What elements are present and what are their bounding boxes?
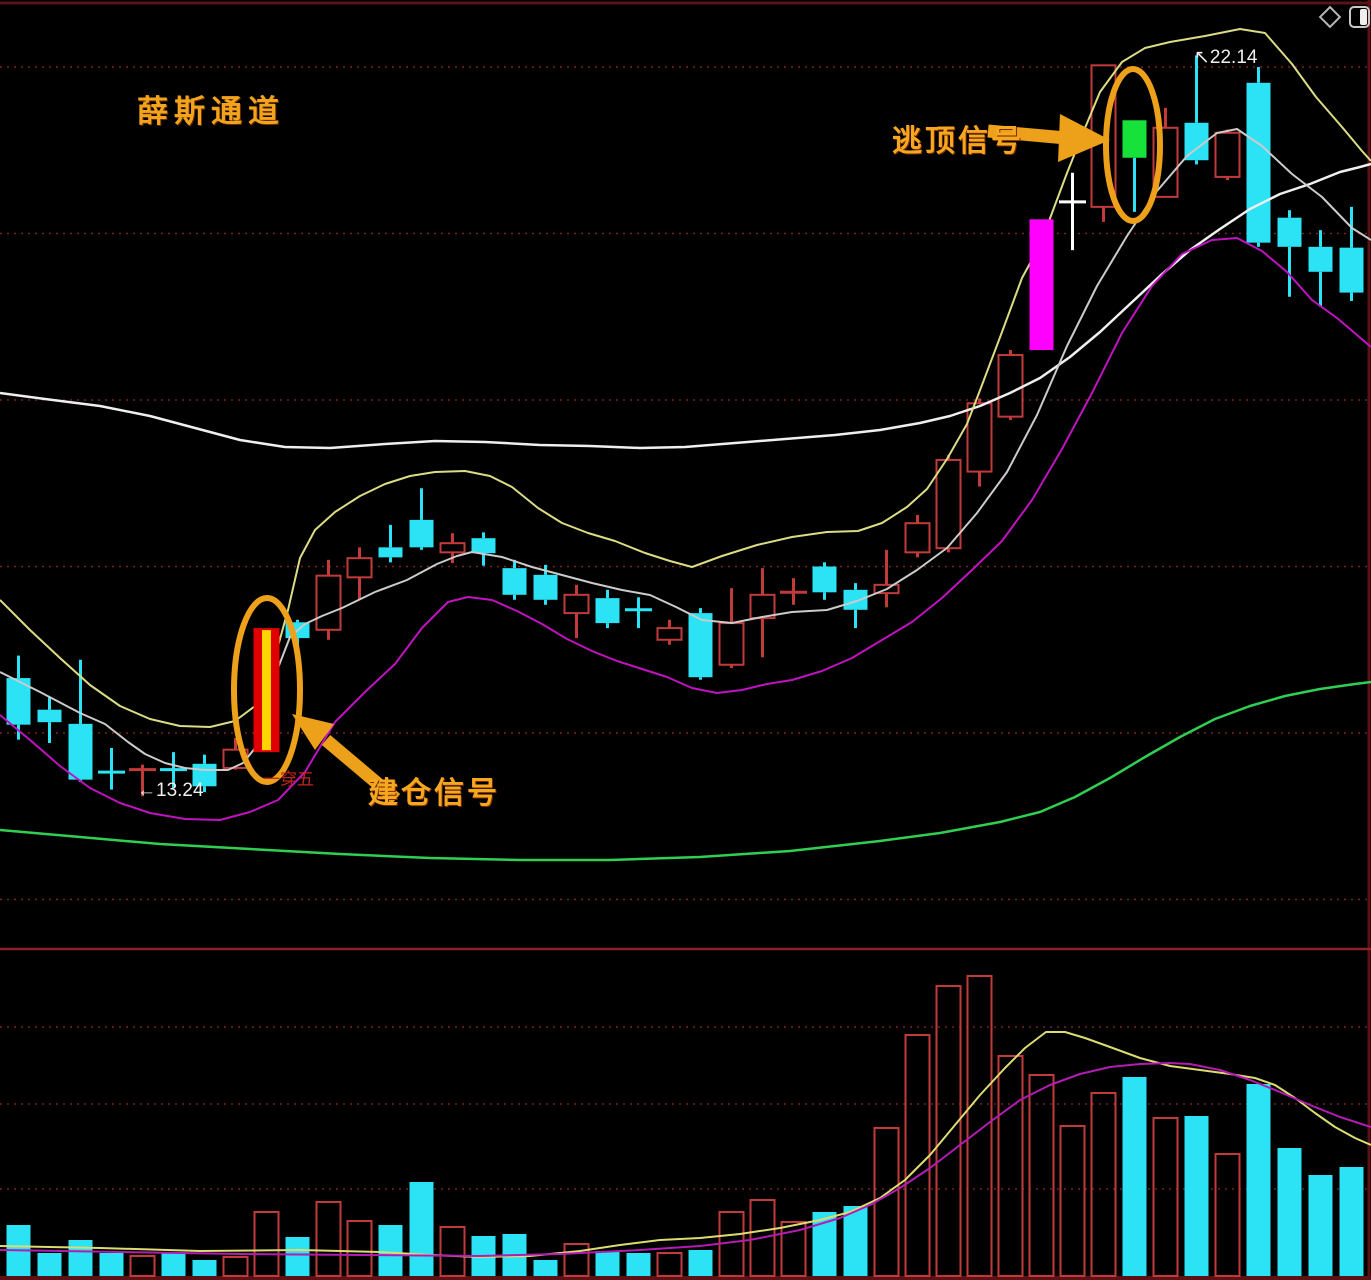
top-signal-arrow-shaft <box>987 124 1067 145</box>
volume-bar <box>873 1127 900 1277</box>
candle-down <box>1246 82 1271 243</box>
candle-down <box>378 547 403 558</box>
volume-bar <box>656 1252 683 1277</box>
volume-bar <box>935 985 962 1277</box>
volume-bar <box>1028 1074 1055 1277</box>
candle-up <box>439 542 466 554</box>
candle-down <box>688 613 713 678</box>
volume-bar <box>626 1253 651 1276</box>
candle-down <box>1277 217 1302 247</box>
candle-down <box>37 709 62 723</box>
volume-bar <box>99 1253 124 1276</box>
volume-bar <box>533 1260 558 1276</box>
candle-down <box>68 723 93 780</box>
candle-down <box>1308 246 1333 272</box>
volume-bar <box>843 1206 868 1276</box>
volume-bar <box>595 1251 620 1276</box>
volume-bar <box>1214 1153 1241 1277</box>
volume-bar <box>997 1055 1024 1277</box>
candle-down <box>812 566 837 593</box>
candle-down <box>471 538 496 554</box>
volume-bar <box>253 1211 280 1277</box>
volume-bar <box>315 1201 342 1277</box>
volume-bar <box>1308 1175 1333 1276</box>
volume-bar <box>222 1256 249 1277</box>
volume-bar <box>1090 1092 1117 1277</box>
volume-bar <box>1152 1117 1179 1277</box>
volume-bar <box>1339 1167 1364 1276</box>
channel-line-lower-magenta <box>0 237 1371 821</box>
candle-up <box>315 574 342 631</box>
candle-up <box>997 354 1024 418</box>
volume-ma5-line <box>0 1031 1371 1258</box>
window-controls <box>1316 4 1371 30</box>
candle-down <box>533 574 558 600</box>
channel-line-upper-white <box>0 162 1371 450</box>
top-escape-signal-label: 逃顶信号 <box>892 125 1024 158</box>
candle-up <box>749 593 776 620</box>
volume-bar <box>439 1226 466 1277</box>
volume-bar <box>1122 1077 1147 1276</box>
volume-bar <box>1059 1125 1086 1277</box>
volume-bar <box>37 1253 62 1276</box>
volume-bar <box>688 1250 713 1276</box>
volume-bar <box>563 1243 590 1277</box>
candle-up <box>563 593 590 615</box>
channel-line-mid-white <box>0 128 1371 771</box>
high-price-label: ↖22.14 <box>1194 47 1258 68</box>
volume-ma10-line <box>0 1062 1371 1257</box>
panel-toggle-fill <box>1360 9 1367 25</box>
candle-down <box>843 589 868 610</box>
top-escape-signal-candle <box>1122 120 1147 158</box>
candle-down <box>502 568 527 595</box>
candle-up <box>656 627 683 641</box>
volume-bar <box>378 1225 403 1276</box>
volume-bar <box>285 1237 310 1276</box>
candle-up <box>346 557 373 579</box>
indicator-title: 薛斯通道 <box>137 94 285 129</box>
volume-bar <box>161 1252 186 1276</box>
candle-up <box>718 622 745 666</box>
volume-bar <box>129 1255 156 1277</box>
candle-up <box>935 458 962 550</box>
top-signal-ellipse <box>1103 66 1163 224</box>
candle-down <box>409 519 434 548</box>
volume-bar <box>68 1240 93 1276</box>
channel-line-long-green <box>0 680 1371 862</box>
buy-signal-arrow-head <box>292 714 334 750</box>
volume-bar <box>346 1220 373 1277</box>
top-signal-arrow-head <box>1058 114 1110 162</box>
buy-signal-arrow-shaft <box>321 735 401 804</box>
candle-down <box>595 598 620 624</box>
volume-bar <box>904 1034 931 1277</box>
volume-bar <box>1277 1148 1302 1276</box>
volume-bar <box>749 1199 776 1277</box>
ma-cross-label: 一穿五 <box>263 770 314 789</box>
buy-signal-stripe <box>262 630 271 751</box>
low-price-label: ←13.24 <box>137 780 204 801</box>
panel-toggle-icon[interactable] <box>1349 6 1370 28</box>
volume-bar <box>1184 1116 1209 1276</box>
candle-up <box>904 522 931 554</box>
diamond-icon[interactable] <box>1318 5 1342 29</box>
buy-signal-ellipse <box>231 595 303 785</box>
buy-signal-label: 建仓信号 <box>368 777 500 810</box>
candle-down <box>1339 247 1364 293</box>
volume-bar <box>966 975 993 1277</box>
volume-bar <box>409 1182 434 1276</box>
volume-bar <box>780 1221 807 1277</box>
volume-bar <box>192 1260 217 1276</box>
candle-up <box>1214 131 1241 178</box>
volume-bar <box>1246 1084 1271 1276</box>
magenta-signal-candle <box>1029 219 1054 351</box>
